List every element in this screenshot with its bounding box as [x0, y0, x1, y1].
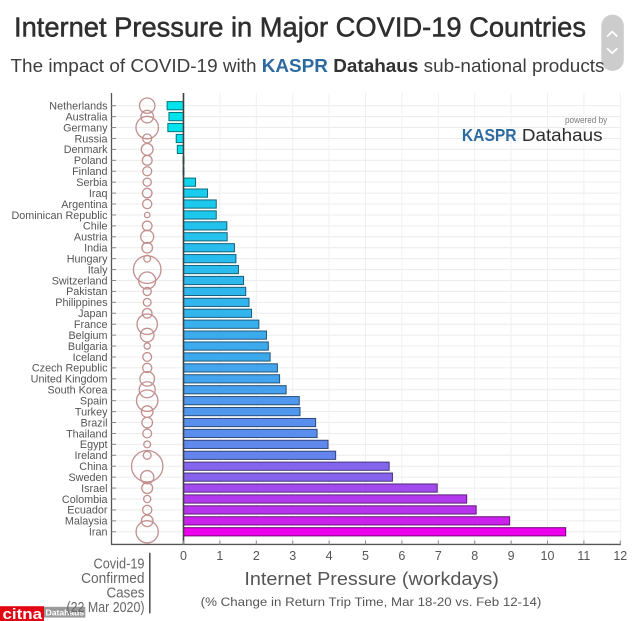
svg-text:The impact of COVID-19 with KA: The impact of COVID-19 with KASPR Dataha…	[11, 56, 605, 76]
svg-text:Iraq: Iraq	[89, 188, 108, 200]
svg-text:7: 7	[435, 549, 442, 563]
svg-text:Italy: Italy	[88, 264, 108, 276]
svg-text:Iceland: Iceland	[73, 352, 108, 364]
svg-text:Colombia: Colombia	[62, 494, 108, 506]
svg-text:Confirmed: Confirmed	[81, 570, 144, 587]
svg-text:(% Change in Return Trip Time,: (% Change in Return Trip Time, Mar 18-20…	[201, 595, 542, 609]
svg-text:10: 10	[541, 549, 555, 563]
svg-text:Bulgaria: Bulgaria	[68, 341, 108, 353]
svg-text:Denmark: Denmark	[64, 144, 108, 156]
svg-text:United Kingdom: United Kingdom	[31, 374, 108, 386]
svg-text:Ireland: Ireland	[74, 450, 107, 462]
svg-text:2: 2	[253, 549, 260, 563]
svg-text:Switzerland: Switzerland	[52, 275, 108, 287]
svg-text:3: 3	[289, 549, 296, 563]
svg-text:Hungary: Hungary	[67, 253, 108, 265]
svg-text:powered by: powered by	[565, 115, 607, 126]
svg-text:Belgium: Belgium	[68, 330, 107, 342]
svg-text:Israel: Israel	[81, 483, 107, 495]
svg-text:1: 1	[216, 549, 223, 563]
svg-text:Malaysia: Malaysia	[65, 516, 108, 528]
svg-text:Argentina: Argentina	[61, 199, 107, 211]
svg-text:Chile: Chile	[83, 221, 108, 233]
svg-text:citna: citna	[3, 606, 43, 621]
svg-text:5: 5	[362, 549, 369, 563]
svg-text:Spain: Spain	[80, 395, 108, 407]
svg-text:Brazil: Brazil	[81, 417, 108, 429]
svg-text:Germany: Germany	[63, 122, 108, 134]
svg-text:6: 6	[398, 549, 405, 563]
svg-text:Poland: Poland	[74, 155, 108, 167]
svg-text:Philippines: Philippines	[55, 297, 108, 309]
svg-text:Austria: Austria	[74, 232, 108, 244]
svg-text:12: 12	[613, 549, 627, 563]
svg-text:Datahaus: Datahaus	[46, 607, 85, 617]
svg-text:Datahaus: Datahaus	[522, 125, 603, 145]
svg-text:Turkey: Turkey	[75, 406, 108, 418]
svg-text:China: China	[79, 461, 107, 473]
svg-text:Czech Republic: Czech Republic	[32, 363, 108, 375]
svg-text:9: 9	[508, 549, 515, 563]
svg-text:0: 0	[180, 549, 187, 563]
svg-text:Russia: Russia	[74, 133, 107, 145]
svg-text:Netherlands: Netherlands	[49, 101, 108, 113]
svg-text:Australia: Australia	[65, 111, 107, 123]
svg-text:(22 Mar 2020): (22 Mar 2020)	[67, 599, 145, 616]
svg-text:Thailand: Thailand	[66, 428, 107, 440]
svg-text:4: 4	[326, 549, 333, 563]
svg-text:Ecuador: Ecuador	[67, 505, 108, 517]
svg-text:Iran: Iran	[89, 527, 108, 539]
svg-text:France: France	[74, 319, 108, 331]
svg-text:Egypt: Egypt	[80, 439, 108, 451]
svg-text:Internet Pressure in Major COV: Internet Pressure in Major COVID-19 Coun…	[14, 12, 586, 43]
svg-text:Serbia: Serbia	[76, 177, 107, 189]
svg-text:KASPR: KASPR	[462, 125, 517, 145]
svg-text:Covid-19: Covid-19	[94, 555, 145, 572]
svg-text:Japan: Japan	[78, 308, 107, 320]
svg-text:India: India	[84, 243, 107, 255]
svg-text:Finland: Finland	[72, 166, 107, 178]
svg-text:Pakistan: Pakistan	[66, 286, 107, 298]
svg-text:11: 11	[577, 549, 590, 563]
svg-text:Cases: Cases	[107, 585, 145, 602]
svg-text:8: 8	[471, 549, 478, 563]
svg-text:Internet Pressure (workdays): Internet Pressure (workdays)	[244, 568, 499, 589]
svg-text:South Korea: South Korea	[47, 385, 107, 397]
svg-text:Dominican Republic: Dominican Republic	[11, 210, 108, 222]
svg-text:Sweden: Sweden	[68, 472, 107, 484]
